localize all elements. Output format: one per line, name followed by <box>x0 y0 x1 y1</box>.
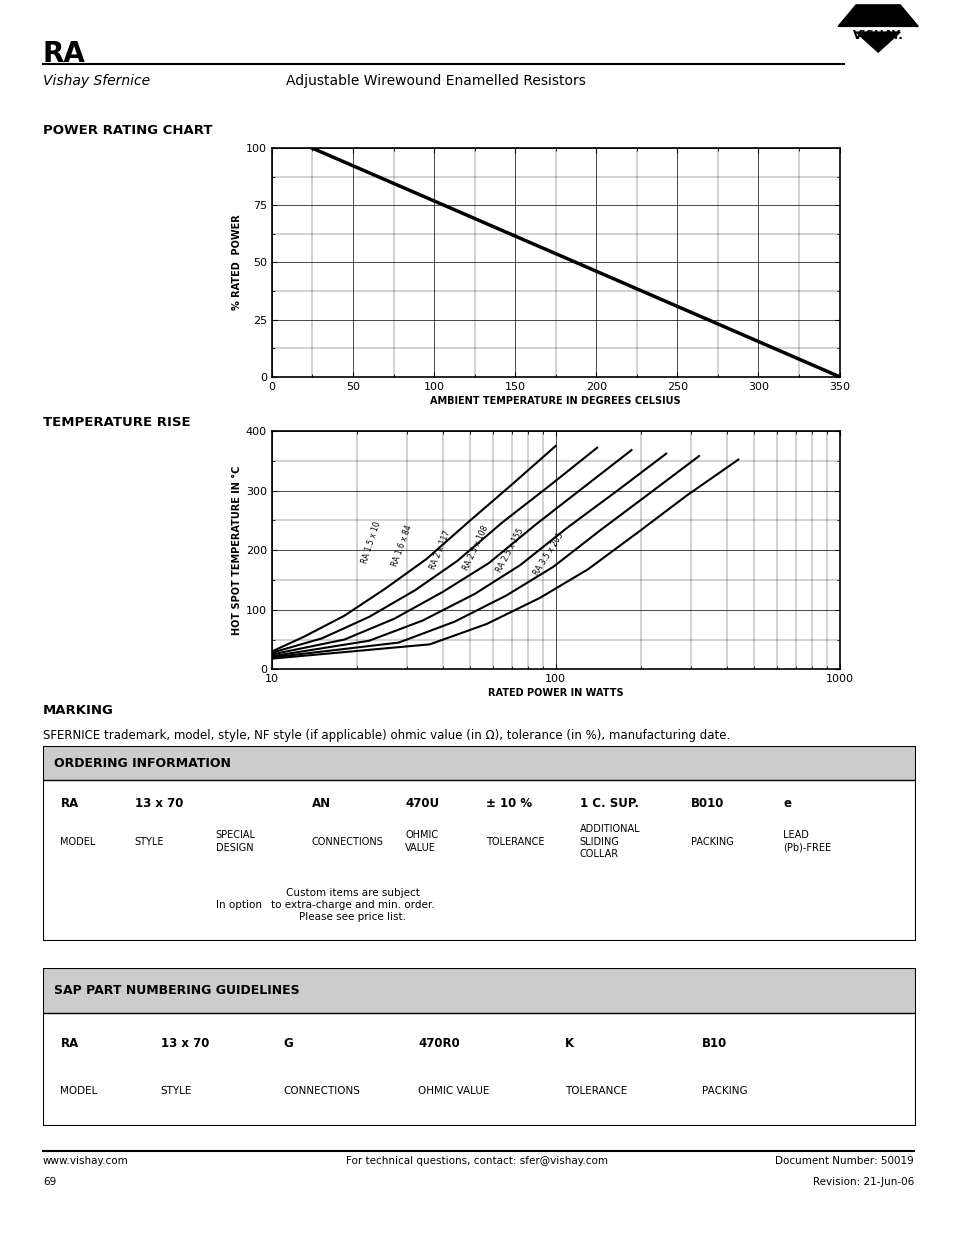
Text: 13 x 70: 13 x 70 <box>161 1037 209 1050</box>
Text: ORDERING INFORMATION: ORDERING INFORMATION <box>54 757 231 769</box>
Text: ADDITIONAL
SLIDING
COLLAR: ADDITIONAL SLIDING COLLAR <box>579 824 639 860</box>
Text: For technical questions, contact: sfer@vishay.com: For technical questions, contact: sfer@v… <box>346 1156 607 1166</box>
Text: RA 2.5 x 155: RA 2.5 x 155 <box>495 527 525 574</box>
Text: RA: RA <box>60 1037 78 1050</box>
Text: CONNECTIONS: CONNECTIONS <box>312 836 383 846</box>
X-axis label: AMBIENT TEMPERATURE IN DEGREES CELSIUS: AMBIENT TEMPERATURE IN DEGREES CELSIUS <box>430 395 680 406</box>
Polygon shape <box>837 5 917 26</box>
Text: 470R0: 470R0 <box>417 1037 459 1050</box>
Text: Revision: 21-Jun-06: Revision: 21-Jun-06 <box>812 1177 913 1187</box>
Text: TOLERANCE: TOLERANCE <box>486 836 544 846</box>
Text: K: K <box>564 1037 574 1050</box>
Text: POWER RATING CHART: POWER RATING CHART <box>43 124 213 137</box>
Polygon shape <box>855 32 900 52</box>
Bar <box>43 746 915 781</box>
Text: CONNECTIONS: CONNECTIONS <box>283 1086 359 1095</box>
Text: www.vishay.com: www.vishay.com <box>43 1156 129 1166</box>
Text: PACKING: PACKING <box>701 1086 747 1095</box>
Bar <box>43 968 915 1013</box>
Text: OHMIC VALUE: OHMIC VALUE <box>417 1086 489 1095</box>
Text: RA 2 x 117: RA 2 x 117 <box>428 529 452 571</box>
Text: TEMPERATURE RISE: TEMPERATURE RISE <box>43 416 191 430</box>
Text: PACKING: PACKING <box>690 836 733 846</box>
Text: In option: In option <box>215 900 261 910</box>
Text: RA 1.5 x 10: RA 1.5 x 10 <box>360 521 382 566</box>
Text: Adjustable Wirewound Enamelled Resistors: Adjustable Wirewound Enamelled Resistors <box>286 74 585 88</box>
Text: RA 1.6 x 84: RA 1.6 x 84 <box>390 524 414 568</box>
Text: 13 x 70: 13 x 70 <box>134 797 183 810</box>
Y-axis label: HOT SPOT TEMPERATURE IN °C: HOT SPOT TEMPERATURE IN °C <box>232 466 241 635</box>
Text: 470U: 470U <box>405 797 438 810</box>
Text: Document Number: 50019: Document Number: 50019 <box>775 1156 913 1166</box>
X-axis label: RATED POWER IN WATTS: RATED POWER IN WATTS <box>487 688 623 699</box>
Text: 1 C. SUP.: 1 C. SUP. <box>579 797 639 810</box>
Text: MODEL: MODEL <box>60 1086 97 1095</box>
Text: 69: 69 <box>43 1177 56 1187</box>
Text: TOLERANCE: TOLERANCE <box>564 1086 626 1095</box>
Text: B10: B10 <box>701 1037 726 1050</box>
Text: SAP PART NUMBERING GUIDELINES: SAP PART NUMBERING GUIDELINES <box>54 984 299 997</box>
Text: RA 3.5 x 205: RA 3.5 x 205 <box>532 531 565 577</box>
Text: Custom items are subject
to extra-charge and min. order.
Please see price list.: Custom items are subject to extra-charge… <box>271 888 435 923</box>
Text: G: G <box>283 1037 293 1050</box>
Text: STYLE: STYLE <box>161 1086 192 1095</box>
Text: e: e <box>782 797 790 810</box>
Text: SPECIAL
DESIGN: SPECIAL DESIGN <box>215 830 255 852</box>
Text: Vishay Sfernice: Vishay Sfernice <box>43 74 150 88</box>
Text: STYLE: STYLE <box>134 836 164 846</box>
Text: OHMIC
VALUE: OHMIC VALUE <box>405 830 437 852</box>
Text: RA: RA <box>60 797 78 810</box>
Text: RA 2.5 x 108: RA 2.5 x 108 <box>461 525 490 572</box>
Y-axis label: % RATED  POWER: % RATED POWER <box>232 215 242 310</box>
Text: SFERNICE trademark, model, style, NF style (if applicable) ohmic value (in Ω), t: SFERNICE trademark, model, style, NF sty… <box>43 729 729 742</box>
Text: MARKING: MARKING <box>43 704 113 718</box>
Text: MODEL: MODEL <box>60 836 95 846</box>
Text: B010: B010 <box>690 797 723 810</box>
Text: AN: AN <box>312 797 331 810</box>
Text: RA: RA <box>43 40 86 68</box>
Text: ± 10 %: ± 10 % <box>486 797 532 810</box>
Text: VISHAY.: VISHAY. <box>852 28 902 42</box>
Text: LEAD
(Pb)-FREE: LEAD (Pb)-FREE <box>782 830 830 852</box>
